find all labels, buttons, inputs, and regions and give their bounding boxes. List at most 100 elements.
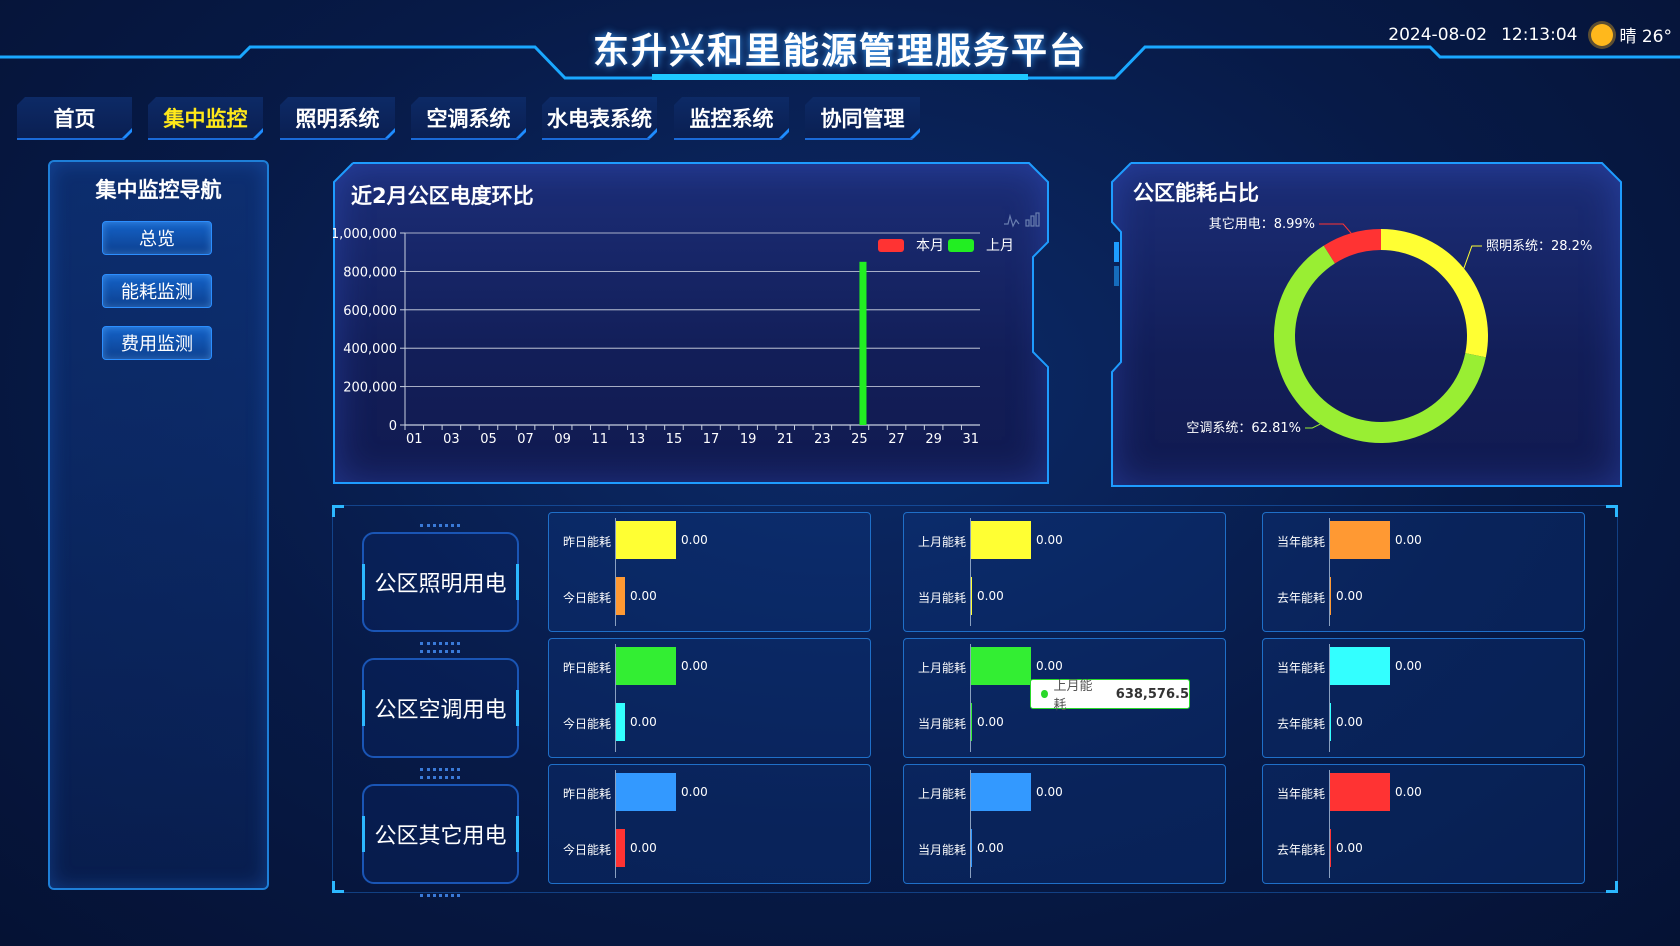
header-frame (0, 45, 1680, 80)
bar-当月能耗[interactable] (971, 577, 972, 615)
x-tick-label: 17 (703, 432, 720, 447)
tab-7[interactable]: 协同管理 (805, 97, 920, 140)
bar-axis (615, 644, 616, 752)
bar-今日能耗[interactable] (616, 829, 625, 867)
line-chart-icon[interactable] (1004, 213, 1020, 228)
bar-label: 上月能耗 (917, 787, 966, 801)
page-title: 东升兴和里能源管理服务平台 (592, 31, 1087, 72)
bar-label: 今日能耗 (562, 591, 611, 605)
tab-label: 集中监控 (163, 106, 248, 131)
bar-label: 昨日能耗 (562, 787, 611, 801)
bar-上月能耗[interactable] (971, 647, 1031, 685)
sidebar-item-overview[interactable]: 总览 (102, 221, 212, 255)
donut-label: 照明系统：28.2% (1486, 239, 1592, 254)
tab-6[interactable]: 监控系统 (674, 97, 789, 140)
x-tick-label: 09 (554, 432, 571, 447)
sidebar-item-energy-monitor[interactable]: 能耗监测 (102, 274, 212, 308)
bar-昨日能耗[interactable] (616, 773, 676, 811)
bar-axis (1329, 644, 1330, 752)
chart-tooltip: 上月能耗 638,576.5 (1030, 679, 1190, 713)
legend-label[interactable]: 上月 (986, 238, 1013, 254)
bar-当年能耗[interactable] (1330, 773, 1390, 811)
bar-去年能耗[interactable] (1330, 829, 1331, 867)
tab-4[interactable]: 空调系统 (411, 97, 526, 140)
bar-value: 0.00 (977, 589, 1004, 603)
legend-swatch[interactable] (948, 239, 974, 252)
tab-label: 监控系统 (689, 106, 774, 131)
bar-当年能耗[interactable] (1330, 521, 1390, 559)
x-tick-label: 01 (406, 432, 423, 447)
dots-decoration (420, 642, 460, 646)
energy-card: 当年能耗 去年能耗 0.00 0.00 (1262, 764, 1585, 884)
weather: 晴 26° (1591, 22, 1672, 47)
donut-slice-照明系统[interactable] (1381, 229, 1488, 358)
x-tick-label: 15 (666, 432, 683, 447)
bar-label: 今日能耗 (562, 843, 611, 857)
bar-昨日能耗[interactable] (616, 647, 676, 685)
bar-去年能耗[interactable] (1330, 577, 1331, 615)
dots-decoration (420, 776, 460, 780)
bar-label: 上月能耗 (917, 661, 966, 675)
bar-label: 当月能耗 (917, 591, 966, 605)
bar-value: 0.00 (630, 841, 657, 855)
bar-axis (970, 518, 971, 626)
bar-上月能耗[interactable] (971, 773, 1031, 811)
x-tick-label: 27 (888, 432, 905, 447)
pie-chart-title: 公区能耗占比 (1133, 181, 1259, 205)
sidebar-item-cost-monitor[interactable]: 费用监测 (102, 326, 212, 360)
bar-value: 0.00 (1336, 715, 1363, 729)
y-tick-label: 0 (389, 419, 397, 434)
corner-decoration (332, 881, 344, 893)
bar-当月能耗[interactable] (971, 829, 972, 867)
corner-decoration (332, 505, 344, 517)
tab-3[interactable]: 照明系统 (280, 97, 395, 140)
bar-label: 当年能耗 (1276, 661, 1325, 675)
bar-今日能耗[interactable] (616, 703, 625, 741)
dots-decoration (420, 524, 460, 528)
bar-label: 当年能耗 (1276, 787, 1325, 801)
row-label: 公区照明用电 (362, 532, 519, 632)
y-tick-label: 800,000 (343, 265, 397, 280)
tooltip-dot (1041, 690, 1048, 698)
bar-chart-icon[interactable] (1025, 212, 1040, 227)
bar-昨日能耗[interactable] (616, 521, 676, 559)
donut-label: 空调系统：62.81% (1186, 421, 1301, 436)
bar-label: 当月能耗 (917, 843, 966, 857)
x-tick-label: 25 (851, 432, 868, 447)
bar-value: 0.00 (681, 659, 708, 673)
row-label-text: 公区照明用电 (374, 572, 507, 597)
bar-label: 当年能耗 (1276, 535, 1325, 549)
tab-2[interactable]: 集中监控 (148, 97, 263, 140)
bar-label: 昨日能耗 (562, 661, 611, 675)
bar-当年能耗[interactable] (1330, 647, 1390, 685)
x-tick-label: 31 (962, 432, 979, 447)
energy-card: 昨日能耗 今日能耗 0.00 0.00 (548, 764, 871, 884)
legend-label[interactable]: 本月 (916, 238, 944, 254)
bar-去年能耗[interactable] (1330, 703, 1331, 741)
bar-value: 0.00 (977, 841, 1004, 855)
donut-leader-line (1463, 245, 1482, 269)
tab-5[interactable]: 水电表系统 (542, 97, 657, 140)
chart-toolbox (1004, 212, 1040, 228)
bar-value: 0.00 (630, 715, 657, 729)
bar-上月能耗[interactable] (971, 521, 1031, 559)
donut-slice-其它用电[interactable] (1323, 229, 1381, 264)
sidebar-title: 集中监控导航 (95, 178, 222, 202)
bar-上月[interactable] (859, 261, 867, 425)
bar-value: 0.00 (1336, 589, 1363, 603)
x-tick-label: 29 (925, 432, 942, 447)
donut-leader-line (1305, 423, 1321, 429)
x-tick-label: 21 (777, 432, 794, 447)
bar-当月能耗[interactable] (971, 703, 972, 741)
bar-label: 昨日能耗 (562, 535, 611, 549)
tab-1[interactable]: 首页 (17, 97, 132, 140)
bar-value: 0.00 (977, 715, 1004, 729)
x-tick-label: 03 (443, 432, 460, 447)
bar-今日能耗[interactable] (616, 577, 625, 615)
row-label-text: 公区空调用电 (374, 698, 507, 723)
sun-icon (1591, 23, 1614, 46)
bar-label: 去年能耗 (1276, 717, 1325, 731)
tab-label: 空调系统 (426, 106, 511, 131)
legend-swatch[interactable] (878, 239, 904, 252)
dots-decoration (420, 650, 460, 654)
